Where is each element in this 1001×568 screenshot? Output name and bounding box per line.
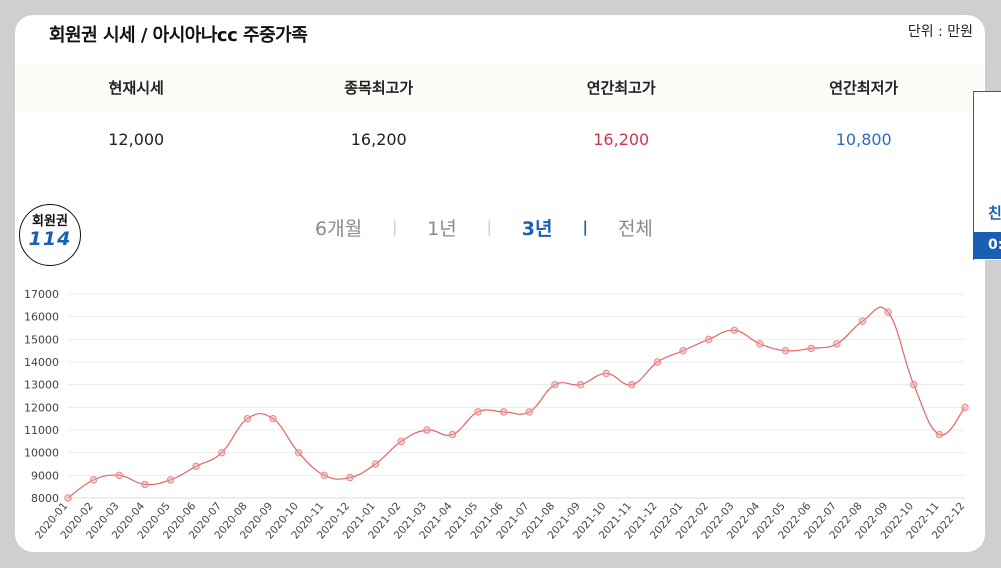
data-point [499,408,508,416]
data-point [294,448,303,457]
data-point [423,426,431,434]
data-point [218,448,226,457]
stat-label-annual-low: 연간최저가 [829,79,899,97]
data-point [910,380,918,389]
data-point [448,430,457,439]
stat-value-alltime-high: 16,200 [350,130,407,149]
data-point [397,437,405,446]
stat-value-annual-low: 10,800 [835,130,892,149]
data-point [166,476,175,484]
data-point [756,340,764,348]
data-point [628,380,636,389]
data-point [269,414,277,423]
data-point [64,494,72,502]
data-point [807,344,815,353]
period-tab-1year[interactable]: 1년 [427,217,457,240]
y-tick-label: 16000 [24,311,59,324]
stat-label-alltime-high: 종목최고가 [344,79,414,97]
data-point [576,380,585,389]
y-tick-label: 14000 [24,356,59,369]
data-point [858,317,867,325]
y-tick-label: 11000 [24,424,59,437]
y-tick-label: 13000 [24,379,59,392]
data-point [115,471,123,480]
data-point [474,408,482,416]
stat-value-annual-high: 16,200 [593,130,650,149]
data-point [346,473,354,482]
stat-label-current: 현재시세 [108,79,164,97]
period-selector: 6개월 | 1년 | 3년 | 전체 [315,212,653,242]
data-point [243,414,252,423]
y-tick-label: 10000 [24,447,59,460]
side-tab-badge: 0: [974,232,1001,259]
data-point [961,403,969,412]
data-point [320,471,328,480]
stat-label-annual-high: 연간최고가 [586,79,656,97]
page-title: 회원권 시세 / 아시아나cc 주중가족 [49,25,308,46]
side-tab-text: 친 [988,204,1001,222]
data-point [781,346,790,355]
y-tick-label: 9000 [31,469,59,482]
y-tick-label: 17000 [24,288,59,301]
series-line [67,306,966,499]
y-tick-label: 15000 [24,333,59,346]
data-point [833,340,841,348]
data-point [525,408,534,416]
period-separator: | [582,218,588,236]
y-tick-label: 12000 [24,401,59,414]
brand-logo: 회원권 114 [19,204,81,266]
unit-label: 단위 : 만원 [907,24,973,40]
data-point [653,358,662,366]
data-point [551,380,559,389]
data-point [192,462,200,470]
data-point [89,476,98,484]
price-card: 회원권 시세 / 아시아나cc 주중가족 단위 : 만원 현재시세 종목최고가 … [15,15,985,552]
period-tab-6months[interactable]: 6개월 [315,217,363,240]
data-point [371,460,380,468]
stats-header-row: 현재시세 종목최고가 연간최고가 연간최저가 [15,63,985,113]
period-separator: | [392,218,398,236]
stats-value-row: 12,000 16,200 16,200 10,800 [15,115,985,165]
price-line-chart: 8000 9000 10000 11000 12000 13000 14000 15000 16… [24,288,969,542]
data-point [884,308,892,316]
period-tab-all[interactable]: 전체 [617,217,653,240]
logo-text-top: 회원권 [32,214,68,229]
logo-text-number: 114 [28,228,72,250]
data-point [935,430,944,439]
data-point [141,480,149,489]
period-separator: | [486,218,492,236]
data-point [602,369,610,378]
stat-value-current: 12,000 [108,130,165,149]
data-point [705,335,713,344]
data-point [730,326,739,334]
data-point [679,346,687,355]
y-tick-label: 8000 [31,492,59,505]
side-panel-tab[interactable]: 친 0: [973,91,1001,260]
period-tab-3years[interactable]: 3년 [521,217,553,240]
